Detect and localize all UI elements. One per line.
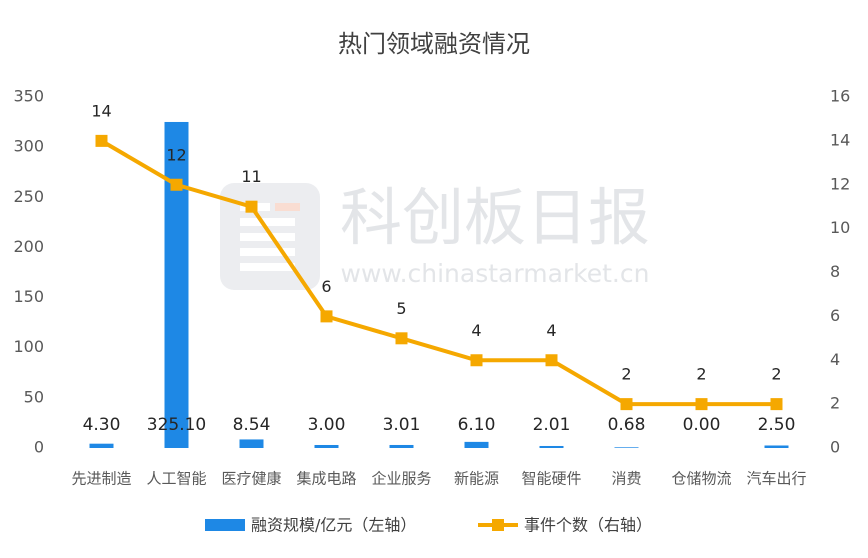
bar bbox=[314, 444, 339, 448]
bar-value-label: 0.00 bbox=[683, 415, 721, 435]
bar-value-label: 3.00 bbox=[308, 415, 346, 435]
bar-value-label: 4.30 bbox=[83, 415, 121, 435]
y2-tick-label: 16 bbox=[830, 87, 850, 106]
bar bbox=[614, 447, 639, 448]
y2-tick-label: 10 bbox=[830, 218, 850, 237]
line-marker bbox=[470, 354, 483, 367]
y-tick-label: 0 bbox=[34, 438, 44, 457]
bar-value-label: 6.10 bbox=[458, 415, 496, 435]
line-marker bbox=[170, 178, 183, 191]
bar bbox=[464, 441, 489, 448]
line-marker bbox=[620, 398, 633, 411]
watermark-title: 科创板日报 bbox=[340, 181, 650, 254]
line-value-label: 12 bbox=[166, 145, 186, 164]
line-marker bbox=[245, 200, 258, 213]
line-value-label: 4 bbox=[546, 321, 556, 340]
x-tick-label: 人工智能 bbox=[146, 470, 206, 488]
bar bbox=[239, 439, 264, 448]
line-marker bbox=[395, 332, 408, 345]
bar-value-label: 2.50 bbox=[758, 415, 796, 435]
bar-value-label: 0.68 bbox=[608, 415, 646, 435]
legend-label: 事件个数（右轴） bbox=[524, 516, 652, 535]
y-tick-label: 350 bbox=[13, 87, 44, 106]
line-value-label: 2 bbox=[621, 365, 631, 384]
bar bbox=[764, 445, 789, 448]
line-marker bbox=[695, 398, 708, 411]
x-tick-label: 消费 bbox=[611, 470, 641, 488]
line bbox=[100, 139, 777, 407]
line-value-label: 14 bbox=[91, 101, 111, 120]
line-marker bbox=[545, 354, 558, 367]
legend-swatch bbox=[205, 519, 245, 531]
bar bbox=[89, 443, 114, 448]
x-tick-label: 集成电路 bbox=[296, 470, 356, 488]
x-tick-label: 智能硬件 bbox=[521, 470, 581, 488]
y-tick-label: 100 bbox=[13, 337, 44, 356]
x-tick-label: 汽车出行 bbox=[746, 470, 806, 488]
y2-tick-label: 2 bbox=[830, 394, 840, 413]
bar bbox=[539, 445, 564, 448]
x-tick-label: 企业服务 bbox=[371, 470, 431, 488]
y2-tick-label: 14 bbox=[830, 130, 850, 149]
y2-tick-label: 4 bbox=[830, 350, 840, 369]
x-tick-label: 仓储物流 bbox=[671, 470, 731, 488]
x-tick-label: 新能源 bbox=[454, 470, 499, 488]
bar-value-label: 8.54 bbox=[233, 415, 271, 435]
y-tick-label: 200 bbox=[13, 237, 44, 256]
y2-tick-label: 12 bbox=[830, 174, 850, 193]
y-tick-label: 150 bbox=[13, 287, 44, 306]
x-tick-label: 先进制造 bbox=[71, 470, 131, 488]
watermark-url: www.chinastarmarket.cn bbox=[341, 259, 650, 288]
bar-value-label: 325.10 bbox=[147, 415, 206, 435]
y2-tick-label: 8 bbox=[830, 262, 840, 281]
line-marker bbox=[770, 398, 783, 411]
line-value-label: 2 bbox=[771, 365, 781, 384]
line-marker bbox=[95, 134, 108, 147]
line-marker bbox=[320, 310, 333, 323]
bar-value-label: 2.01 bbox=[533, 415, 571, 435]
y-tick-label: 250 bbox=[13, 187, 44, 206]
y-tick-label: 50 bbox=[24, 387, 44, 406]
y-tick-label: 300 bbox=[13, 137, 44, 156]
chart-title: 热门领域融资情况 bbox=[338, 30, 530, 58]
y2-tick-label: 0 bbox=[830, 438, 840, 457]
line-value-label: 2 bbox=[696, 365, 706, 384]
line-value-label: 4 bbox=[471, 321, 481, 340]
bar bbox=[389, 444, 414, 448]
y2-tick-label: 6 bbox=[830, 306, 840, 325]
legend-label: 融资规模/亿元（左轴） bbox=[251, 516, 416, 535]
bar-value-label: 3.01 bbox=[383, 415, 421, 435]
bar bbox=[164, 121, 189, 449]
line-value-label: 5 bbox=[396, 299, 406, 318]
line-value-label: 11 bbox=[241, 167, 261, 186]
line-value-label: 6 bbox=[321, 277, 331, 296]
legend-swatch bbox=[492, 519, 504, 531]
x-tick-label: 医疗健康 bbox=[221, 470, 281, 488]
